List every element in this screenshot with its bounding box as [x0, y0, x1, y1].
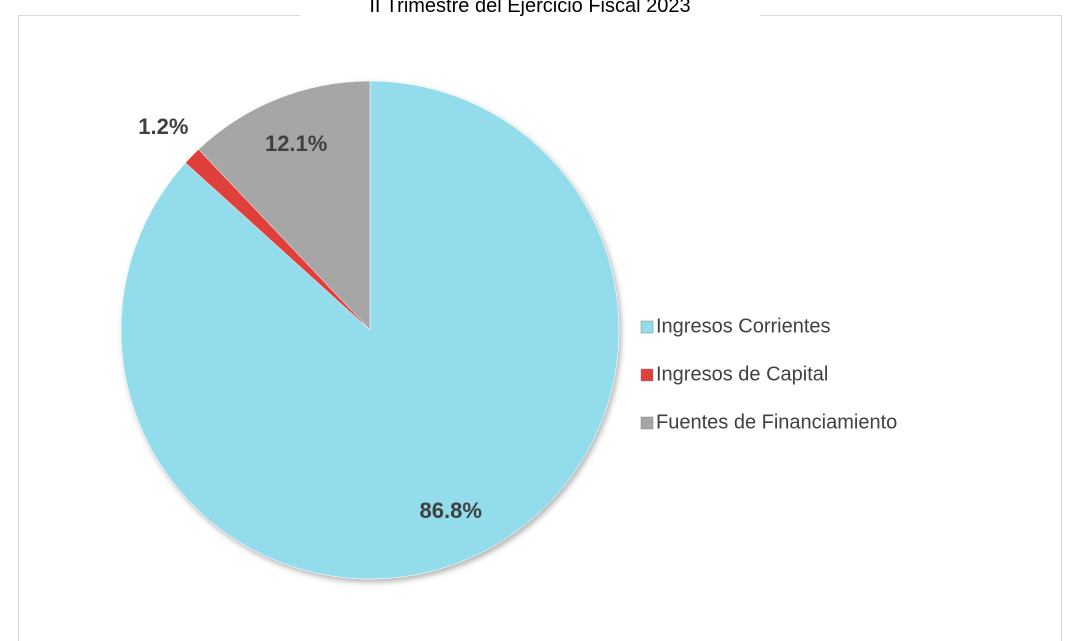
legend-label: Ingresos Corrientes — [656, 315, 831, 337]
legend-swatch — [640, 320, 654, 334]
title-backdrop — [300, 0, 760, 16]
legend-swatch — [640, 368, 654, 382]
data-label: 1.2% — [138, 114, 188, 139]
data-label: 86.8% — [420, 498, 482, 523]
pie — [120, 80, 620, 580]
data-label: 12.1% — [265, 131, 327, 156]
pie-slice — [198, 80, 371, 331]
legend-swatch — [640, 416, 654, 430]
legend-label: Fuentes de Financiamiento — [656, 411, 897, 433]
chart-title: II Trimestre del Ejercicio Fiscal 2023 — [369, 0, 690, 17]
legend-label: Ingresos de Capital — [656, 363, 828, 385]
